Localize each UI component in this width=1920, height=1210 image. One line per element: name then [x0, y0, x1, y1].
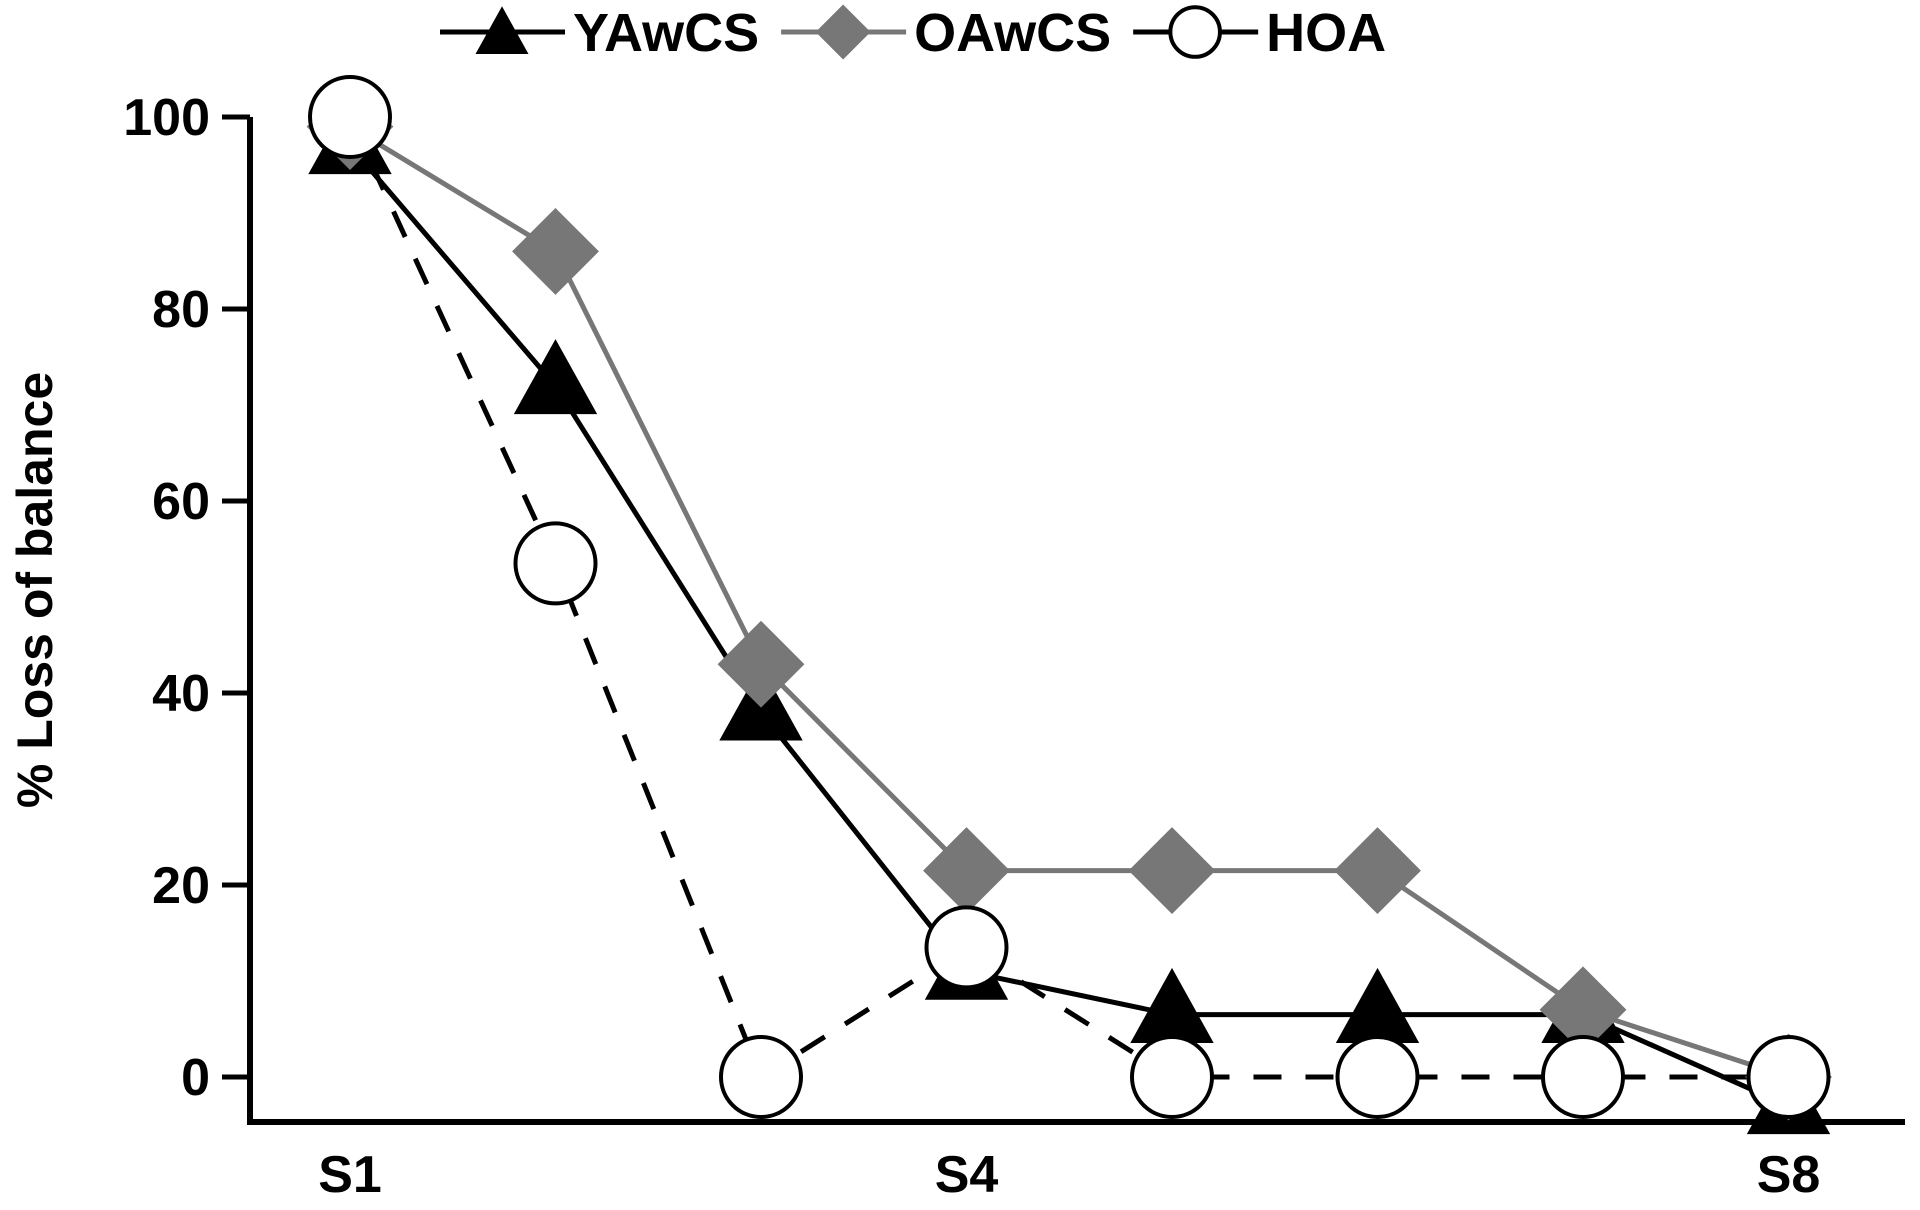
data-point	[1130, 967, 1214, 1043]
y-axis-label: % Loss of balance	[7, 372, 63, 808]
series-line-OAwCS	[348, 124, 1790, 1080]
legend-label: HOA	[1266, 3, 1386, 63]
legend-marker	[815, 4, 871, 60]
legend-item: OAwCS	[781, 3, 1111, 63]
y-tick-label: 40	[152, 665, 210, 723]
data-point	[717, 620, 805, 708]
series-line	[347, 115, 1789, 1080]
data-point	[924, 905, 1009, 990]
x-tick-label: S1	[318, 1146, 382, 1204]
data-point	[1335, 1035, 1420, 1119]
series-layer	[306, 75, 1832, 1135]
x-tick-label: S4	[935, 1146, 999, 1204]
data-point	[308, 75, 392, 159]
data-point	[1746, 1035, 1831, 1119]
data-point	[513, 521, 598, 606]
y-tick-label: 100	[123, 89, 210, 147]
y-tick-label: 0	[181, 1049, 210, 1107]
data-point	[513, 339, 598, 415]
series-markers-HOA	[308, 75, 1831, 1119]
data-point	[1128, 827, 1216, 915]
y-tick-label: 20	[152, 857, 210, 915]
data-point	[719, 1035, 803, 1119]
series-line	[348, 144, 1790, 1109]
x-tick-label: S8	[1757, 1146, 1821, 1204]
data-point	[1334, 827, 1421, 915]
axes: 0 20 40 60 80 100 S1 S4 S8	[123, 89, 1905, 1204]
y-tick-label: 80	[152, 281, 210, 339]
data-point	[1130, 1035, 1214, 1119]
legend: YAwCS OAwCS HOA	[440, 3, 1386, 63]
data-point	[1541, 1035, 1625, 1119]
series-line-HOA	[347, 115, 1789, 1080]
series-markers-OAwCS	[306, 83, 1832, 1121]
y-tick-label: 60	[152, 473, 210, 531]
legend-marker	[475, 6, 529, 54]
series-line-YAwCS	[348, 144, 1790, 1109]
series-line	[348, 124, 1790, 1080]
legend-marker	[1168, 5, 1222, 59]
legend-label: YAwCS	[573, 3, 759, 63]
legend-label: OAwCS	[914, 3, 1111, 63]
legend-item: HOA	[1133, 3, 1386, 63]
data-point	[1335, 967, 1420, 1043]
legend-item: YAwCS	[440, 3, 759, 63]
data-point	[512, 207, 599, 295]
